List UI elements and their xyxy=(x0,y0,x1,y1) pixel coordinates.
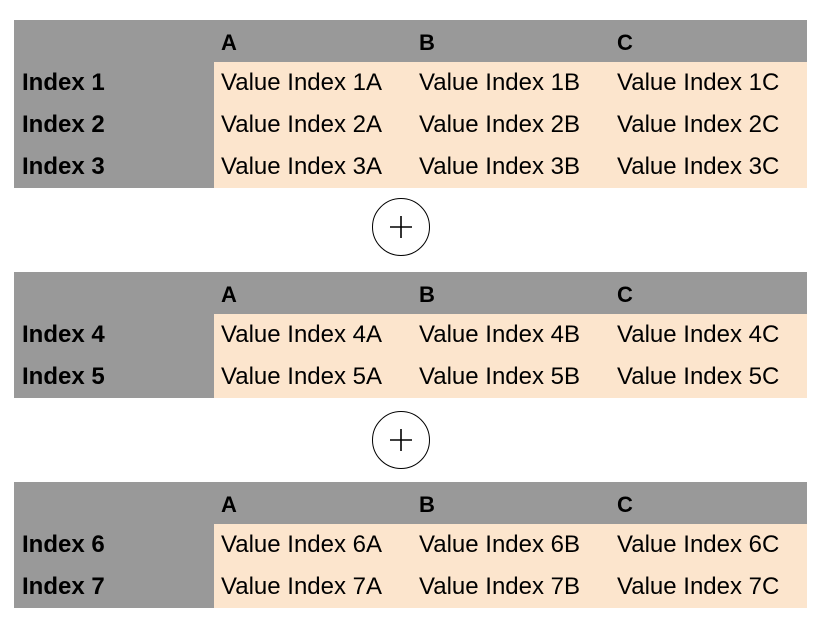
column-header-b: B xyxy=(412,272,610,314)
value-cell: Value Index 4C xyxy=(610,314,807,356)
table-1: A B C Index 1 Value Index 1A Value Index… xyxy=(14,20,807,188)
value-cell: Value Index 6C xyxy=(610,524,807,566)
corner-header-cell xyxy=(14,272,214,314)
value-cell: Value Index 4A xyxy=(214,314,412,356)
row-index-label: Index 5 xyxy=(14,356,214,398)
row-index-label: Index 4 xyxy=(14,314,214,356)
value-cell: Value Index 2C xyxy=(610,104,807,146)
column-header-b: B xyxy=(412,20,610,62)
plus-circle-icon xyxy=(372,198,430,256)
value-cell: Value Index 1B xyxy=(412,62,610,104)
table-row: Index 7 Value Index 7A Value Index 7B Va… xyxy=(14,566,807,608)
table-row: Index 3 Value Index 3A Value Index 3B Va… xyxy=(14,146,807,188)
column-header-c: C xyxy=(610,272,807,314)
value-cell: Value Index 4B xyxy=(412,314,610,356)
value-cell: Value Index 3C xyxy=(610,146,807,188)
table-header-row: A B C xyxy=(14,272,807,314)
table-row: Index 2 Value Index 2A Value Index 2B Va… xyxy=(14,104,807,146)
column-header-c: C xyxy=(610,20,807,62)
value-cell: Value Index 5C xyxy=(610,356,807,398)
column-header-c: C xyxy=(610,482,807,524)
table-header-row: A B C xyxy=(14,482,807,524)
row-index-label: Index 2 xyxy=(14,104,214,146)
table-row: Index 5 Value Index 5A Value Index 5B Va… xyxy=(14,356,807,398)
value-cell: Value Index 7C xyxy=(610,566,807,608)
column-header-b: B xyxy=(412,482,610,524)
plus-glyph xyxy=(390,429,412,451)
value-cell: Value Index 1A xyxy=(214,62,412,104)
value-cell: Value Index 6A xyxy=(214,524,412,566)
plus-glyph xyxy=(390,216,412,238)
value-cell: Value Index 2A xyxy=(214,104,412,146)
column-header-a: A xyxy=(214,482,412,524)
value-cell: Value Index 3B xyxy=(412,146,610,188)
row-index-label: Index 1 xyxy=(14,62,214,104)
value-cell: Value Index 1C xyxy=(610,62,807,104)
value-cell: Value Index 2B xyxy=(412,104,610,146)
value-cell: Value Index 5A xyxy=(214,356,412,398)
table-row: Index 6 Value Index 6A Value Index 6B Va… xyxy=(14,524,807,566)
row-index-label: Index 3 xyxy=(14,146,214,188)
value-cell: Value Index 7B xyxy=(412,566,610,608)
column-header-a: A xyxy=(214,272,412,314)
plus-circle-icon xyxy=(372,411,430,469)
corner-header-cell xyxy=(14,20,214,62)
row-index-label: Index 7 xyxy=(14,566,214,608)
table-row: Index 4 Value Index 4A Value Index 4B Va… xyxy=(14,314,807,356)
value-cell: Value Index 6B xyxy=(412,524,610,566)
table-header-row: A B C xyxy=(14,20,807,62)
table-2: A B C Index 4 Value Index 4A Value Index… xyxy=(14,272,807,398)
value-cell: Value Index 5B xyxy=(412,356,610,398)
column-header-a: A xyxy=(214,20,412,62)
table-3: A B C Index 6 Value Index 6A Value Index… xyxy=(14,482,807,608)
corner-header-cell xyxy=(14,482,214,524)
row-index-label: Index 6 xyxy=(14,524,214,566)
value-cell: Value Index 3A xyxy=(214,146,412,188)
table-row: Index 1 Value Index 1A Value Index 1B Va… xyxy=(14,62,807,104)
value-cell: Value Index 7A xyxy=(214,566,412,608)
